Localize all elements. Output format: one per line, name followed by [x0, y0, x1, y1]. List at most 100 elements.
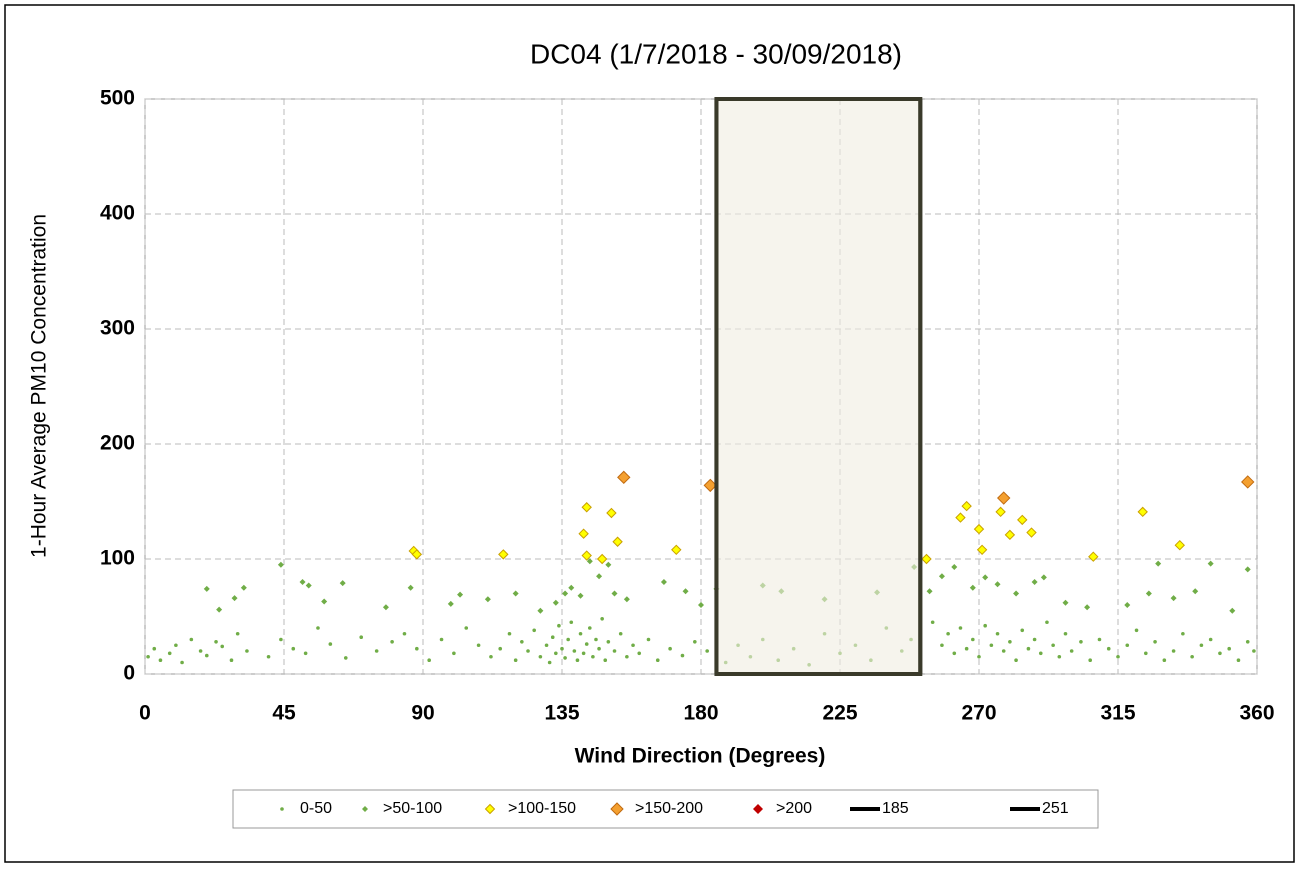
point [1153, 640, 1157, 644]
point [303, 651, 308, 656]
point [328, 642, 333, 646]
point [343, 656, 348, 660]
point [402, 631, 407, 636]
point [958, 626, 963, 630]
point [489, 654, 493, 659]
legend-label: 185 [882, 800, 909, 817]
point [969, 584, 976, 591]
point [1227, 646, 1231, 651]
point [512, 590, 519, 597]
point [1236, 658, 1241, 662]
point [618, 631, 623, 636]
shaded-sector [714, 97, 923, 676]
point [921, 553, 932, 565]
point [655, 658, 660, 662]
point [415, 646, 419, 651]
x-tick-label: 270 [961, 702, 996, 725]
point [279, 637, 283, 642]
point [994, 581, 1001, 588]
point [1171, 649, 1176, 653]
point [693, 640, 697, 644]
point [995, 631, 1000, 636]
point [1252, 649, 1256, 653]
plot-area [144, 98, 1258, 675]
legend-label: >100-150 [508, 800, 576, 817]
point [1014, 658, 1018, 662]
point [484, 596, 491, 603]
point [382, 604, 389, 611]
point [581, 651, 586, 656]
x-tick-label: 360 [1239, 702, 1274, 725]
point [1013, 590, 1020, 597]
y-tick-label: 300 [100, 317, 135, 340]
point [277, 561, 284, 568]
point [411, 549, 423, 560]
point [1106, 646, 1111, 651]
point [152, 646, 157, 651]
point [591, 654, 595, 659]
point [586, 558, 593, 565]
legend-marker [484, 803, 496, 815]
point [603, 658, 608, 662]
point [507, 631, 512, 636]
point [606, 640, 611, 644]
point [596, 573, 603, 580]
point [973, 523, 985, 535]
point [1051, 643, 1055, 648]
x-tick-label: 135 [544, 702, 579, 725]
point [1032, 637, 1037, 642]
legend-label: 0-50 [300, 800, 332, 817]
y-tick-label: 500 [100, 87, 135, 110]
point [1125, 643, 1130, 648]
legend-label: >50-100 [383, 800, 442, 817]
point [631, 643, 635, 648]
point [612, 649, 617, 653]
point [572, 649, 577, 653]
point [1241, 475, 1255, 489]
point [1088, 658, 1092, 662]
point [204, 653, 209, 658]
point [390, 640, 394, 644]
point [189, 637, 194, 642]
point [671, 544, 682, 556]
y-tick-label: 0 [123, 662, 135, 685]
point [498, 646, 503, 651]
point [299, 579, 306, 585]
legend [232, 789, 1099, 829]
point [1004, 529, 1016, 541]
point [1084, 604, 1091, 611]
point [235, 631, 240, 636]
x-tick-label: 315 [1100, 702, 1135, 725]
point [926, 588, 933, 595]
x-tick-label: 0 [139, 702, 151, 725]
point [476, 643, 481, 648]
point [231, 595, 238, 602]
legend-marker [610, 802, 624, 816]
point [427, 658, 431, 662]
point [566, 637, 570, 642]
point [216, 606, 223, 613]
legend-label: 251 [1042, 800, 1069, 817]
point [1218, 651, 1222, 656]
point [597, 646, 601, 651]
y-tick-label: 400 [100, 202, 135, 225]
point [552, 599, 559, 606]
point [407, 584, 414, 591]
x-tick-label: 45 [272, 702, 296, 725]
point [452, 651, 456, 656]
point [977, 654, 981, 659]
point [1199, 643, 1204, 648]
x-tick-label: 90 [411, 702, 434, 725]
chart-title: DC04 (1/7/2018 - 30/09/2018) [530, 38, 902, 69]
point [1031, 579, 1038, 585]
point [563, 656, 567, 660]
point [1181, 631, 1185, 636]
point [581, 550, 592, 561]
point [568, 584, 575, 591]
point [1190, 654, 1194, 659]
point [1207, 560, 1214, 567]
point [951, 564, 958, 571]
point [680, 653, 685, 658]
